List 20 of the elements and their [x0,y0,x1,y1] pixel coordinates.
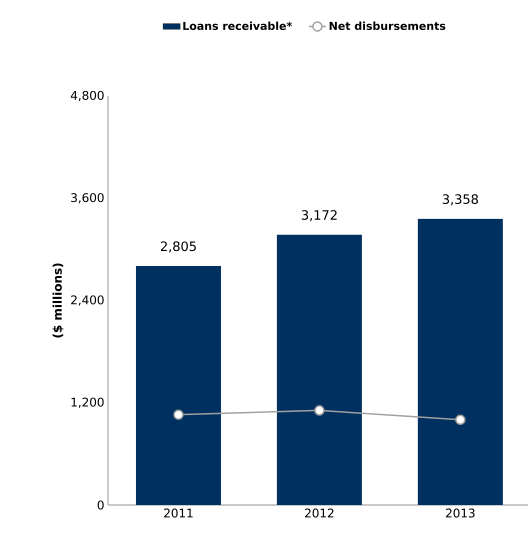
y-axis-title: ($ millions) [52,263,64,338]
point [173,409,184,420]
data-label: 2,805 [160,241,196,252]
point [455,414,466,426]
y-tick-label: 0 [98,500,104,510]
bar [418,218,503,505]
x-tick-label: 2013 [446,508,475,518]
y-tick-label: 4,800 [70,90,104,102]
data-label: 3,358 [442,194,478,206]
y-tick-label: 2,400 [71,295,104,306]
legend-label: Loans receivable* [183,22,292,30]
y-tick-label: 1,200 [72,398,104,408]
bar [276,234,362,505]
point [314,405,325,416]
bar [136,266,221,505]
x-tick-label: 2011 [164,508,193,518]
y-tick-label: 3,600 [71,193,104,204]
x-tick-label: 2012 [305,508,334,518]
data-label: 3,172 [302,210,337,222]
legend-label: Net disbursements [330,22,446,30]
